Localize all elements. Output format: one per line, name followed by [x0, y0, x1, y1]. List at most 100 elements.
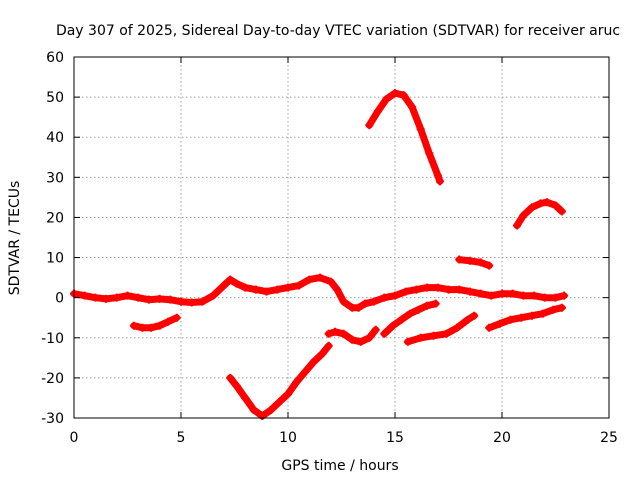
data-point — [444, 285, 453, 294]
data-point — [318, 349, 327, 358]
series-arc-20-7-22-8h — [512, 198, 566, 230]
series-short-arc-18-19-5h — [455, 255, 494, 270]
data-point — [164, 317, 173, 326]
data-point — [560, 291, 569, 300]
x-tick-label: 0 — [70, 430, 79, 446]
data-point — [284, 389, 292, 398]
plot-frame — [73, 56, 610, 419]
data-point — [219, 281, 228, 290]
data-point — [354, 303, 363, 312]
data-point — [391, 291, 399, 300]
data-point — [356, 337, 365, 346]
data-point — [435, 177, 444, 186]
data-point — [408, 103, 417, 112]
data-point — [530, 291, 539, 300]
data-point — [519, 211, 528, 220]
y-tick-label: 10 — [46, 251, 64, 267]
data-point — [412, 285, 421, 294]
data-point — [536, 199, 545, 208]
data-point — [339, 297, 348, 306]
series-deep-arc-7-12h — [226, 341, 333, 420]
data-point — [123, 291, 132, 300]
x-tick-label: 15 — [386, 430, 404, 446]
data-point — [557, 207, 566, 216]
data-point — [129, 321, 138, 330]
data-point — [232, 381, 241, 390]
data-point — [397, 315, 406, 324]
data-point — [251, 285, 260, 294]
data-point — [365, 333, 374, 342]
data-point — [166, 295, 175, 304]
data-point — [324, 329, 333, 338]
series-line — [365, 89, 444, 185]
data-point — [485, 323, 494, 332]
data-point — [365, 121, 374, 130]
data-point — [144, 295, 153, 304]
data-point — [401, 287, 410, 296]
data-point — [476, 258, 485, 267]
data-point — [405, 309, 414, 318]
data-point — [465, 256, 474, 265]
grid-lines — [74, 57, 609, 418]
data-point — [465, 287, 474, 296]
data-point — [301, 367, 310, 376]
data-point — [380, 293, 389, 302]
x-tick-label: 25 — [600, 430, 618, 446]
data-point — [309, 357, 318, 366]
series-line — [455, 256, 493, 270]
data-point — [423, 283, 432, 292]
data-point — [177, 297, 185, 306]
data-point — [155, 321, 164, 330]
data-point — [339, 329, 348, 338]
y-tick-label: 40 — [46, 130, 64, 146]
data-point — [551, 201, 560, 210]
data-point — [433, 283, 442, 292]
data-point — [399, 91, 408, 100]
data-point — [542, 198, 551, 207]
series-arc-15-5-18-7h — [403, 311, 479, 346]
data-point — [326, 277, 335, 286]
y-tick-labels: -30 -20 -10 0 10 20 30 40 50 60 — [41, 50, 64, 427]
data-point — [266, 405, 275, 414]
data-point — [284, 283, 292, 292]
data-point — [388, 321, 397, 330]
axis-ticks — [73, 56, 610, 419]
data-point — [112, 293, 121, 302]
series-arc-14-5-17h — [380, 299, 440, 338]
data-point — [498, 289, 506, 298]
data-point — [80, 291, 89, 300]
data-point — [485, 261, 494, 270]
data-point — [551, 293, 560, 302]
data-point — [147, 323, 156, 332]
data-point — [517, 313, 526, 322]
data-point — [455, 255, 464, 264]
series-low-arc-2-5h — [129, 313, 181, 332]
data-point — [258, 411, 267, 420]
data-series — [70, 89, 569, 420]
data-point — [527, 311, 536, 320]
series-near-zero-baseline — [70, 273, 569, 312]
data-point — [453, 323, 462, 332]
data-point — [226, 373, 235, 382]
data-point — [549, 305, 558, 314]
series-arc-12-14h — [324, 325, 380, 346]
data-point — [506, 315, 515, 324]
data-point — [333, 285, 342, 294]
data-point — [476, 289, 485, 298]
data-point — [232, 279, 241, 288]
data-point — [540, 293, 549, 302]
data-point — [463, 315, 472, 324]
data-point — [294, 281, 303, 290]
data-point — [324, 341, 333, 350]
series-line — [130, 314, 181, 332]
data-point — [429, 331, 438, 340]
data-point — [391, 89, 399, 98]
y-axis-title: SDTVAR / TECUs — [7, 181, 23, 296]
data-point — [557, 303, 566, 312]
data-point — [455, 285, 464, 294]
y-tick-label: 20 — [46, 210, 64, 226]
x-tick-label: 10 — [279, 430, 297, 446]
data-point — [187, 298, 196, 307]
y-tick-label: -30 — [41, 411, 64, 427]
